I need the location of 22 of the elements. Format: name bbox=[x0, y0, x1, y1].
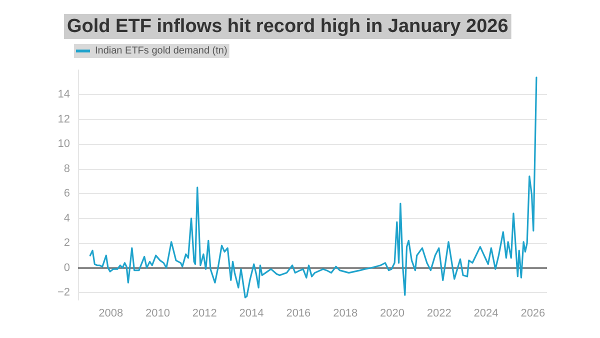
x-tick-label: 2014 bbox=[239, 308, 264, 320]
x-tick-label: 2024 bbox=[474, 308, 498, 320]
y-tick-label: 12 bbox=[58, 113, 70, 126]
y-tick-label: 4 bbox=[64, 212, 70, 224]
y-tick-label: 2 bbox=[64, 237, 70, 250]
x-tick-label: 2010 bbox=[145, 308, 170, 320]
x-tick-label: 2008 bbox=[98, 308, 124, 320]
x-tick-label: 2022 bbox=[426, 308, 452, 320]
y-tick-label: 10 bbox=[58, 138, 70, 150]
y-tick-label: 14 bbox=[58, 88, 70, 101]
y-tick-label: −2 bbox=[57, 286, 70, 299]
x-tick-label: 2016 bbox=[286, 308, 311, 320]
x-tick-label: 2018 bbox=[333, 308, 358, 320]
x-tick-label: 2020 bbox=[380, 308, 404, 320]
y-tick-label: 6 bbox=[64, 188, 70, 200]
y-tick-label: 8 bbox=[64, 162, 70, 175]
chart-title: Gold ETF inflows hit record high in January 2026 bbox=[67, 16, 508, 37]
legend-label: Indian ETFs gold demand (tn) bbox=[95, 46, 228, 56]
x-tick-label: 2026 bbox=[520, 308, 546, 320]
line-series bbox=[89, 76, 538, 298]
y-tick-label: 0 bbox=[64, 262, 70, 274]
x-tick-label: 2012 bbox=[192, 308, 217, 320]
